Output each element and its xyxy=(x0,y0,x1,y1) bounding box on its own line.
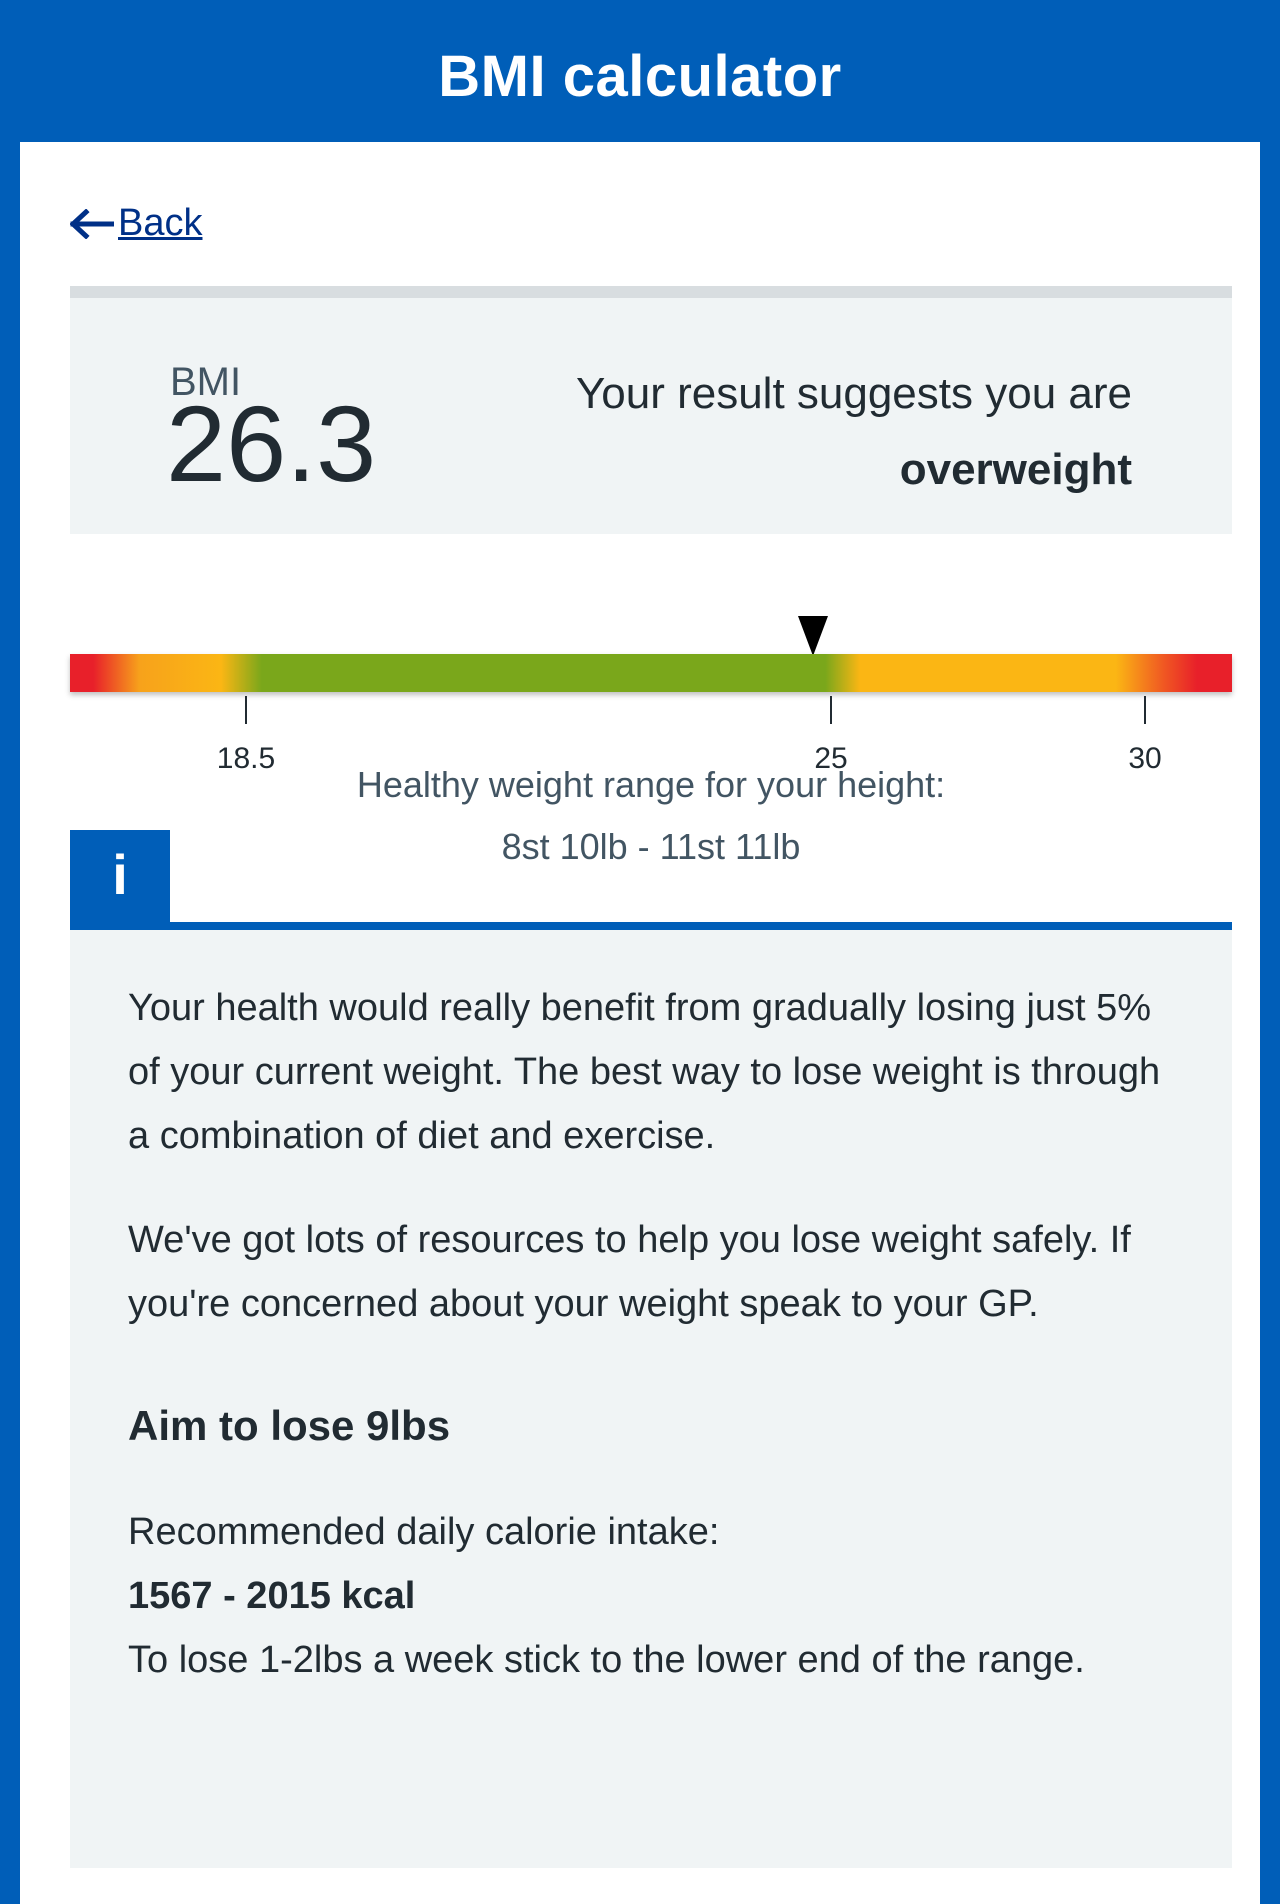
goal-heading: Aim to lose 9lbs xyxy=(128,1402,451,1449)
healthy-weight-range: Healthy weight range for your height: 8s… xyxy=(70,754,1232,878)
bmi-value: 26.3 xyxy=(166,383,377,504)
calorie-note: To lose 1-2lbs a week stick to the lower… xyxy=(128,1639,1085,1681)
advice-card: Your health would really benefit from gr… xyxy=(70,922,1232,1868)
page-title: BMI calculator xyxy=(438,43,842,109)
result-category: overweight xyxy=(899,445,1132,494)
healthy-range-value: 8st 10lb - 11st 11lb xyxy=(501,826,801,867)
bmi-marker-icon xyxy=(798,616,828,656)
tick-mark xyxy=(245,696,247,724)
bmi-scale: 18.5 25 30 xyxy=(70,616,1232,800)
tick-label: 25 xyxy=(814,742,848,775)
back-link[interactable]: Back xyxy=(70,202,202,245)
tick-mark xyxy=(1144,696,1146,724)
bmi-result-card: BMI 26.3 Your result suggests you are ov… xyxy=(70,286,1232,534)
healthy-range-label: Healthy weight range for your height: xyxy=(356,764,946,805)
calorie-label: Recommended daily calorie intake: xyxy=(128,1511,720,1553)
info-icon: i xyxy=(70,830,170,930)
tick-label: 30 xyxy=(1128,742,1162,775)
calorie-value: 1567 - 2015 kcal xyxy=(128,1575,416,1617)
app-header: BMI calculator xyxy=(12,10,1268,142)
tick-mark xyxy=(830,696,832,724)
result-suggestion: Your result suggests you are xyxy=(575,369,1132,418)
arrow-left-icon xyxy=(70,208,114,239)
advice-paragraph: We've got lots of resources to help you … xyxy=(128,1219,1131,1325)
advice-paragraph: Your health would really benefit from gr… xyxy=(128,987,1161,1157)
back-label: Back xyxy=(118,202,203,244)
tick-label: 18.5 xyxy=(216,742,276,775)
bmi-label: BMI xyxy=(170,360,242,404)
main-panel: Back BMI 26.3 Your result suggests you a… xyxy=(20,142,1260,1904)
result-summary: Your result suggests you are overweight xyxy=(576,356,1132,508)
bmi-scale-bar xyxy=(70,654,1232,692)
